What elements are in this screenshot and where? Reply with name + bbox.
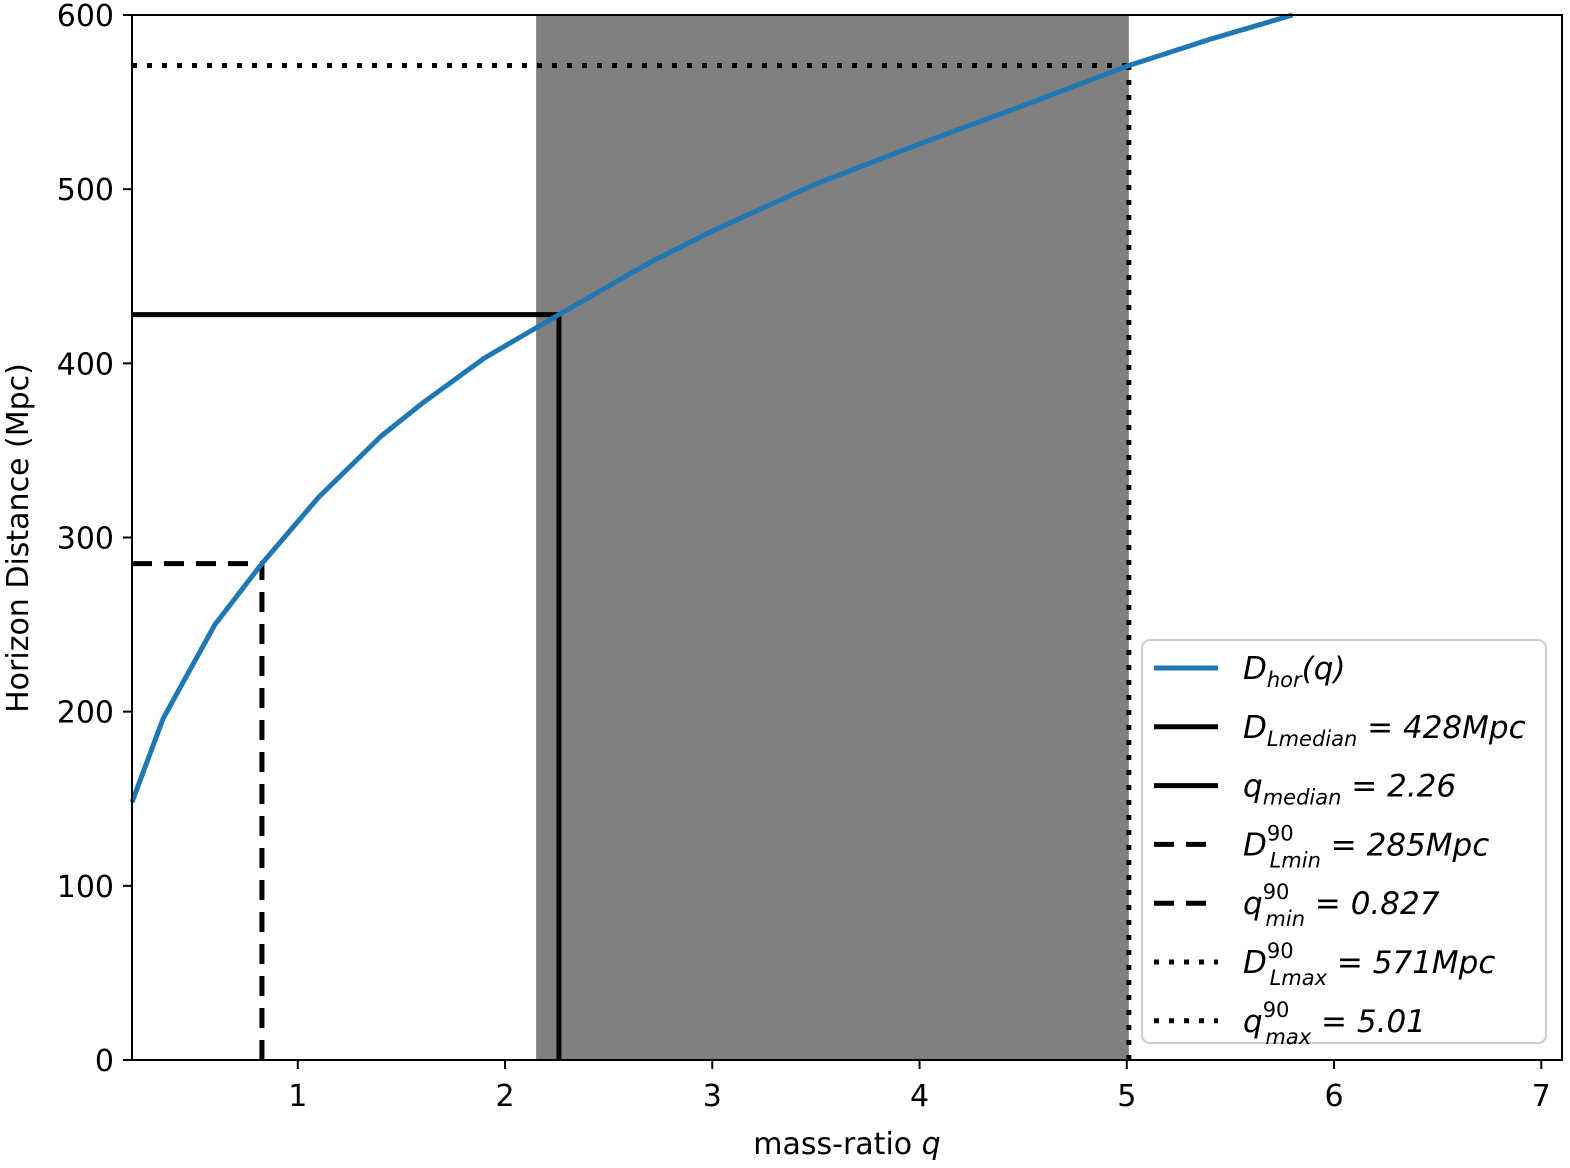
x-axis-label: mass-ratio q <box>753 1127 940 1162</box>
legend-label: D90 Lmin = 285Mpc <box>1243 821 1489 872</box>
x-tick-label: 1 <box>288 1079 307 1114</box>
y-axis-label: Horizon Distance (Mpc) <box>1 363 36 713</box>
legend-label: q90 min = 0.827 <box>1243 880 1440 931</box>
y-tick-label: 200 <box>57 696 114 731</box>
legend: Dhor(q) DLmedian = 428Mpc qmedian = 2.26 D9… <box>1141 639 1547 1049</box>
series-layer <box>129 12 1294 804</box>
shaded-region <box>536 15 1129 1060</box>
legend-label: DLmedian = 428Mpc <box>1243 710 1526 751</box>
x-tick-label: 6 <box>1324 1079 1343 1114</box>
y-tick-label: 600 <box>57 0 114 34</box>
y-tick-label: 0 <box>95 1044 114 1079</box>
ticks-layer: 1 2 3 4 5 6 7 0 100 200 300 400 500 600 <box>57 0 1551 1114</box>
y-tick-label: 300 <box>57 522 114 557</box>
x-tick-label: 2 <box>495 1079 514 1114</box>
y-tick-label: 500 <box>57 173 114 208</box>
legend-label: Dhor(q) <box>1243 651 1346 692</box>
x-tick-label: 3 <box>703 1079 722 1114</box>
legend-label: qmedian = 2.26 <box>1243 769 1456 810</box>
legend-label: q90 max = 5.01 <box>1243 998 1426 1049</box>
legend-label: D90 Lmax = 571Mpc <box>1243 939 1495 990</box>
legend-box <box>1141 639 1547 1044</box>
shaded-region-layer <box>536 15 1129 1060</box>
y-tick-label: 100 <box>57 870 114 905</box>
x-tick-label: 7 <box>1532 1079 1551 1114</box>
reference-lines-layer <box>132 63 1132 1060</box>
x-tick-label: 5 <box>1117 1079 1136 1114</box>
y-tick-label: 400 <box>57 347 114 382</box>
series-line-dhor <box>129 12 1294 804</box>
x-tick-label: 4 <box>910 1079 929 1114</box>
